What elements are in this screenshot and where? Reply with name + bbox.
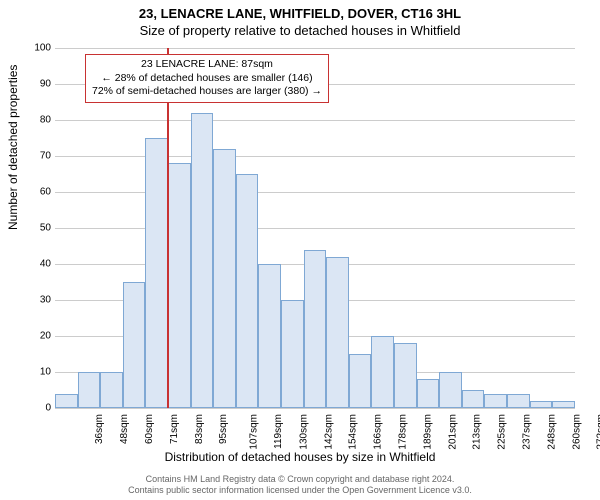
annotation-line3: 72% of semi-detached houses are larger (… [92,85,322,99]
x-tick-label: 107sqm [249,414,260,450]
x-tick-label: 95sqm [218,414,229,444]
title-sub: Size of property relative to detached ho… [0,21,600,38]
y-tick-label: 90 [40,79,51,90]
y-tick-label: 60 [40,187,51,198]
chart-plot-area: 010203040506070809010036sqm48sqm60sqm71s… [55,48,575,408]
x-axis-label: Distribution of detached houses by size … [0,450,600,464]
x-tick-label: 272sqm [596,414,600,450]
y-tick-label: 80 [40,115,51,126]
histogram-bar [123,282,146,408]
footer-attribution: Contains HM Land Registry data © Crown c… [0,474,600,497]
histogram-bar [530,401,553,408]
histogram-bar [417,379,440,408]
x-tick-label: 189sqm [422,414,433,450]
gridline [55,156,575,157]
histogram-bar [484,394,507,408]
y-tick-label: 40 [40,259,51,270]
y-tick-label: 0 [45,403,51,414]
histogram-bar [191,113,214,408]
histogram-bar [326,257,349,408]
x-tick-label: 225sqm [497,414,508,450]
gridline [55,192,575,193]
x-tick-label: 213sqm [472,414,483,450]
gridline [55,120,575,121]
x-tick-label: 48sqm [119,414,130,444]
y-tick-label: 10 [40,367,51,378]
histogram-bar [394,343,417,408]
x-tick-label: 83sqm [194,414,205,444]
x-tick-label: 201sqm [447,414,458,450]
y-tick-label: 70 [40,151,51,162]
histogram-bar [236,174,259,408]
x-tick-label: 60sqm [144,414,155,444]
histogram-bar [281,300,304,408]
histogram-bar [304,250,327,408]
gridline [55,408,575,409]
y-tick-label: 30 [40,295,51,306]
histogram-bar [213,149,236,408]
x-tick-label: 154sqm [348,414,359,450]
gridline [55,228,575,229]
histogram-bar [552,401,575,408]
x-tick-label: 142sqm [323,414,334,450]
histogram-bar [168,163,191,408]
histogram-bar [145,138,168,408]
histogram-bar [507,394,530,408]
histogram-bar [258,264,281,408]
x-tick-label: 130sqm [298,414,309,450]
histogram-bar [439,372,462,408]
x-tick-label: 119sqm [273,414,284,449]
y-tick-label: 100 [34,43,51,54]
x-tick-label: 36sqm [94,414,105,444]
gridline [55,48,575,49]
histogram-bar [371,336,394,408]
footer-line2: Contains public sector information licen… [0,485,600,496]
histogram-bar [349,354,372,408]
title-main: 23, LENACRE LANE, WHITFIELD, DOVER, CT16… [0,0,600,21]
reference-annotation: 23 LENACRE LANE: 87sqm ← 28% of detached… [85,54,329,103]
annotation-line2: ← 28% of detached houses are smaller (14… [92,72,322,86]
x-tick-label: 166sqm [373,414,384,450]
x-tick-label: 178sqm [397,414,408,450]
x-tick-label: 71sqm [169,414,180,444]
y-axis-label: Number of detached properties [6,65,20,230]
histogram-bar [462,390,485,408]
histogram-bar [55,394,78,408]
histogram-bar [100,372,123,408]
annotation-line1: 23 LENACRE LANE: 87sqm [92,58,322,72]
x-tick-label: 260sqm [571,414,582,450]
chart-container: 23, LENACRE LANE, WHITFIELD, DOVER, CT16… [0,0,600,500]
y-tick-label: 20 [40,331,51,342]
x-tick-label: 248sqm [546,414,557,450]
y-tick-label: 50 [40,223,51,234]
x-tick-label: 237sqm [521,414,532,450]
footer-line1: Contains HM Land Registry data © Crown c… [0,474,600,485]
histogram-bar [78,372,101,408]
